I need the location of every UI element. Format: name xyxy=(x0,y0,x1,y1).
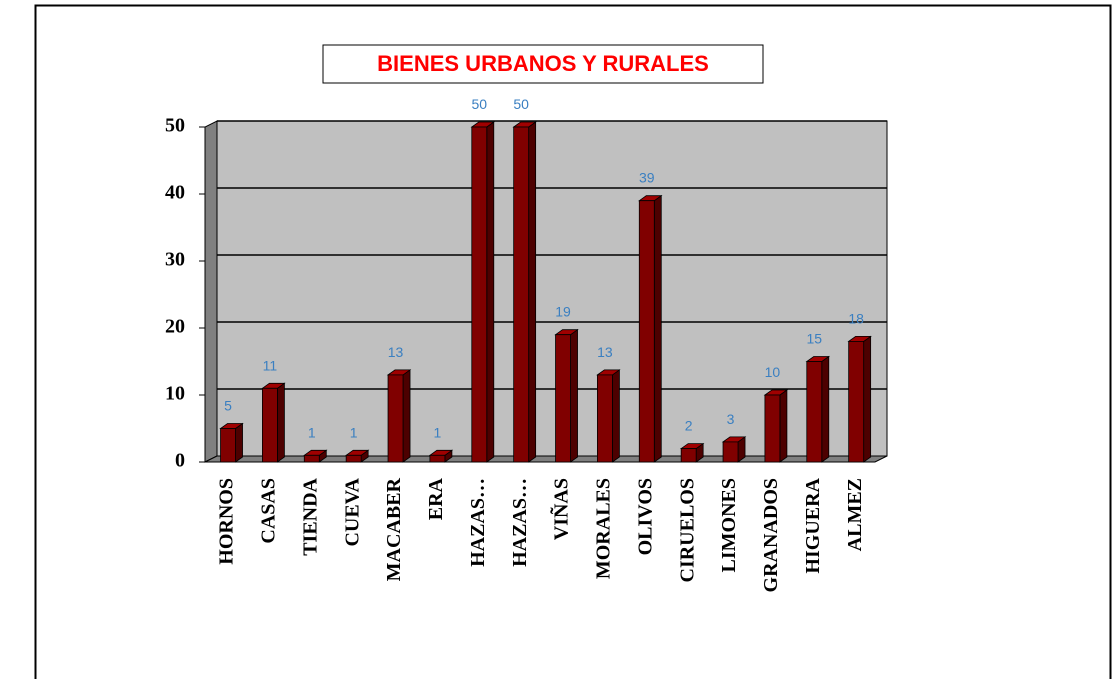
bar-front xyxy=(303,454,320,463)
value-label: 3 xyxy=(727,411,735,427)
x-tick-label: HAZAS… xyxy=(509,478,531,567)
bar-side xyxy=(821,355,830,463)
bar xyxy=(554,328,579,463)
bar-front xyxy=(597,374,613,463)
bar xyxy=(763,389,789,463)
bar xyxy=(847,335,872,463)
x-tick-label: TIENDA xyxy=(299,477,321,555)
bar-side xyxy=(863,335,872,463)
bar-front xyxy=(806,361,823,463)
y-tick-label: 40 xyxy=(165,182,185,204)
y-tick-label: 50 xyxy=(165,115,185,137)
x-tick-label: MORALES xyxy=(593,478,615,579)
title-box xyxy=(322,44,764,84)
bar-front xyxy=(680,448,697,463)
bar xyxy=(261,382,286,463)
y-tick-label: 30 xyxy=(165,249,185,271)
bar-front xyxy=(848,340,865,463)
x-tick-label: LIMONES xyxy=(718,478,740,572)
x-tick-label: VIÑAS xyxy=(550,478,573,540)
bar-front xyxy=(387,374,404,463)
value-label: 5 xyxy=(224,398,232,414)
value-label: 50 xyxy=(513,96,529,112)
bar-side xyxy=(402,369,411,463)
bar-front xyxy=(471,126,488,463)
x-tick-label: CASAS xyxy=(258,478,280,544)
bar xyxy=(303,449,328,463)
value-label: 13 xyxy=(388,344,404,360)
bar-front xyxy=(513,126,530,463)
bar xyxy=(219,422,244,463)
value-label: 1 xyxy=(434,424,442,440)
bar-front xyxy=(345,454,362,463)
value-label: 11 xyxy=(263,357,278,373)
x-tick-label: CUEVA xyxy=(341,477,363,546)
value-label: 50 xyxy=(471,96,487,112)
value-label: 1 xyxy=(308,424,316,440)
chart-title: BIENES URBANOS Y RURALES xyxy=(377,51,709,76)
value-label: 10 xyxy=(765,364,781,380)
bar xyxy=(386,369,412,463)
bar xyxy=(344,449,370,463)
value-label: 2 xyxy=(685,418,693,434)
x-tick-label: HIGUERA xyxy=(802,477,824,573)
bar-side xyxy=(779,389,788,463)
bar-side xyxy=(653,194,662,463)
bar-front xyxy=(555,334,571,463)
value-label: 15 xyxy=(806,331,822,347)
bar xyxy=(638,194,663,463)
bar-side xyxy=(277,382,285,463)
y-tick-label: 10 xyxy=(165,383,185,405)
bar-front xyxy=(722,441,739,463)
bar-front xyxy=(764,394,781,463)
bar-side xyxy=(528,121,537,463)
value-label: 18 xyxy=(848,310,864,326)
bar xyxy=(721,436,747,463)
frame xyxy=(34,4,1112,679)
x-tick-label: ALMEZ xyxy=(844,478,866,551)
y-tick-label: 20 xyxy=(165,316,185,338)
x-tick-label: HAZAS… xyxy=(467,478,489,567)
bar xyxy=(512,121,537,463)
bar-front xyxy=(429,454,446,463)
bar xyxy=(679,442,705,463)
x-tick-label: ERA xyxy=(425,477,447,520)
x-tick-label: GRANADOS xyxy=(760,478,782,592)
bar xyxy=(596,369,621,463)
bar-side xyxy=(570,328,578,463)
x-tick-label: OLIVOS xyxy=(634,478,656,555)
y-tick-label: 0 xyxy=(175,450,185,472)
value-label: 19 xyxy=(555,304,571,320)
bar-side xyxy=(612,369,620,463)
x-tick-label: MACABER xyxy=(383,477,405,581)
bar xyxy=(428,449,454,463)
bar-front xyxy=(262,387,278,463)
bar xyxy=(470,121,496,463)
bar-side xyxy=(235,422,243,463)
value-label: 13 xyxy=(597,344,613,360)
value-label: 1 xyxy=(350,424,358,440)
x-tick-label: HORNOS xyxy=(216,478,238,565)
bar-front xyxy=(220,428,236,463)
bar-front xyxy=(638,200,655,463)
value-label: 39 xyxy=(639,170,655,186)
side-wall xyxy=(204,120,218,463)
bar-side xyxy=(486,121,495,463)
x-tick-label: CIRUELOS xyxy=(676,478,698,582)
bar xyxy=(805,355,831,463)
